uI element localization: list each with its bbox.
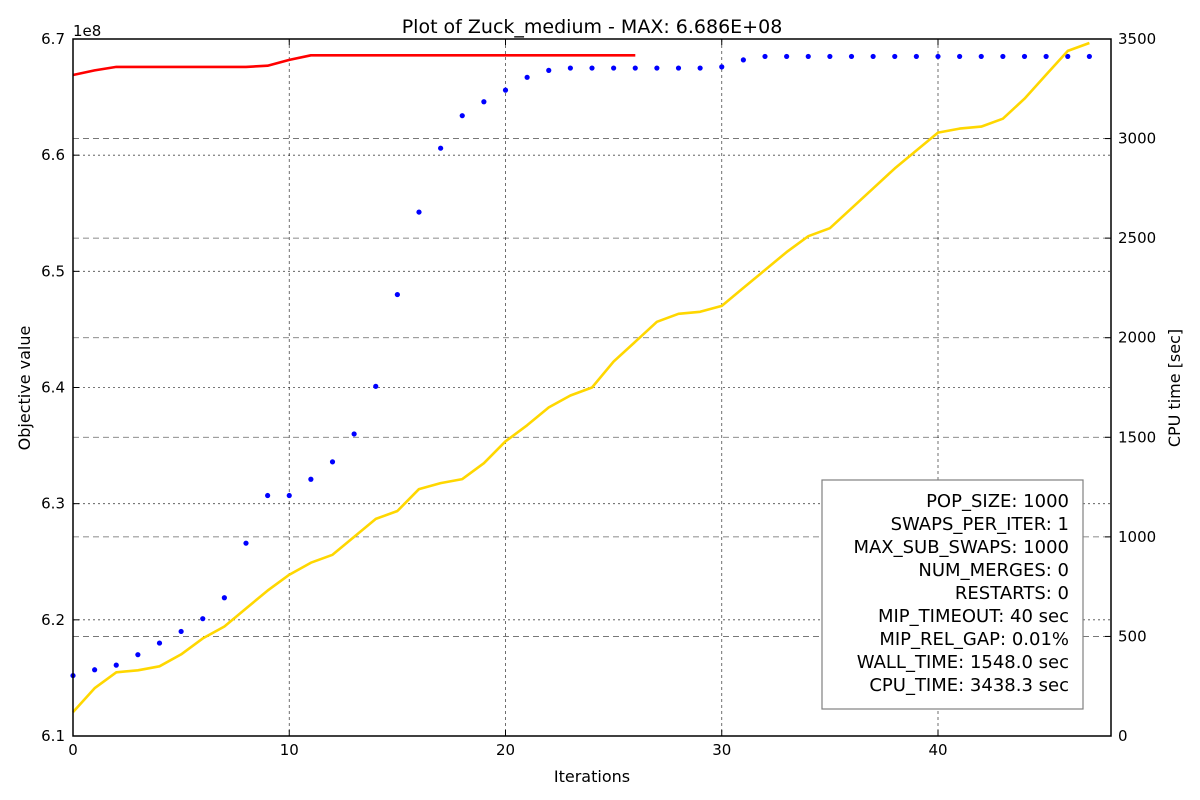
series-point: [1065, 53, 1071, 60]
y2-axis-label: CPU time [sec]: [1165, 329, 1184, 447]
annotation-line: MAX_SUB_SWAPS: 1000: [853, 537, 1069, 558]
y2-tick-label: 1000: [1118, 528, 1156, 546]
series-point: [481, 99, 487, 105]
y2-tick-label: 3000: [1118, 130, 1156, 148]
y-tick-label: 6.7: [41, 30, 65, 48]
annotation-line: MIP_REL_GAP: 0.01%: [879, 629, 1069, 650]
series-point: [1021, 53, 1028, 60]
series-point: [740, 57, 746, 63]
series-point: [957, 53, 963, 60]
series-point: [611, 65, 617, 71]
y-tick-label: 6.4: [41, 379, 65, 397]
series-point: [848, 53, 855, 60]
y-tick-label: 6.6: [41, 146, 65, 164]
series-point: [827, 53, 833, 60]
y2-tick-label: 500: [1118, 627, 1147, 645]
annotation-line: MIP_TIMEOUT: 40 sec: [878, 606, 1069, 627]
annotation-line: RESTARTS: 0: [955, 583, 1069, 604]
y-tick-label: 6.5: [41, 262, 65, 280]
y2-tick-label: 1500: [1118, 428, 1156, 446]
series-point: [1000, 53, 1006, 60]
series-point: [351, 431, 357, 437]
series-point: [502, 87, 509, 93]
series-line-0: [72, 53, 636, 77]
annotation-box-frame: [821, 479, 1084, 710]
series-point: [416, 209, 422, 215]
series-point: [697, 65, 703, 71]
series-point: [632, 65, 638, 71]
series-point: [870, 53, 876, 60]
plot-series: [70, 41, 1092, 713]
y-tick-label: 6.2: [41, 611, 65, 629]
x-tick-label: 40: [928, 741, 947, 759]
x-tick-label: 0: [68, 741, 78, 759]
series-point: [567, 65, 573, 71]
series-point: [654, 65, 660, 71]
series-point: [265, 492, 271, 499]
series-point: [762, 53, 768, 60]
y-tick-label: 6.1: [41, 727, 65, 745]
series-point: [589, 65, 595, 71]
y-axis-label: Objective value: [15, 326, 34, 451]
y2-tick-label: 2500: [1118, 229, 1156, 247]
series-point: [675, 65, 682, 71]
series-point: [546, 67, 552, 73]
chart-title: Plot of Zuck_medium - MAX: 6.686E+08: [402, 16, 783, 38]
y2-tick-label: 2000: [1118, 329, 1156, 347]
y-tick-label: 6.3: [41, 495, 65, 513]
annotation-line: CPU_TIME: 3438.3 sec: [869, 675, 1069, 696]
series-point: [243, 540, 249, 546]
series-point: [978, 53, 984, 60]
series-point: [156, 640, 163, 646]
series-point: [892, 53, 898, 60]
series-line-2: [72, 41, 1090, 713]
series-point: [438, 145, 444, 151]
series-point: [1086, 53, 1092, 60]
axis-ticks: 0 10 20 30 40 6.1 6.2 6.3 6.4 6.5 6.6 6.7 0 500 1000 15…: [41, 30, 1156, 759]
series-point: [113, 662, 119, 668]
x-tick-label: 10: [280, 741, 299, 759]
series-point: [1043, 53, 1049, 60]
series-point: [308, 476, 314, 482]
annotation-line: NUM_MERGES: 0: [918, 560, 1069, 581]
series-point: [459, 113, 465, 119]
series-point: [178, 628, 184, 635]
y2-tick-label: 3500: [1118, 30, 1156, 48]
series-point: [935, 53, 941, 60]
y-offset-label: 1e8: [73, 22, 101, 40]
series-point: [913, 53, 919, 60]
x-axis-label: Iterations: [554, 767, 630, 786]
series-point: [373, 383, 379, 389]
series-point: [92, 667, 98, 673]
series-point: [524, 74, 530, 80]
series-point: [135, 652, 141, 658]
annotation-line: SWAPS_PER_ITER: 1: [891, 514, 1069, 535]
series-point: [805, 53, 811, 60]
series-point: [394, 291, 400, 298]
x-tick-label: 30: [712, 741, 731, 759]
annotation-line: WALL_TIME: 1548.0 sec: [857, 652, 1069, 673]
annotation-line: POP_SIZE: 1000: [926, 491, 1069, 512]
series-point: [329, 459, 336, 465]
series-point: [200, 616, 206, 622]
series-point: [784, 53, 790, 60]
series-point: [221, 595, 227, 601]
series-point: [286, 492, 292, 499]
series-point: [719, 64, 725, 70]
x-tick-label: 20: [496, 741, 515, 759]
y2-tick-label: 0: [1118, 727, 1128, 745]
